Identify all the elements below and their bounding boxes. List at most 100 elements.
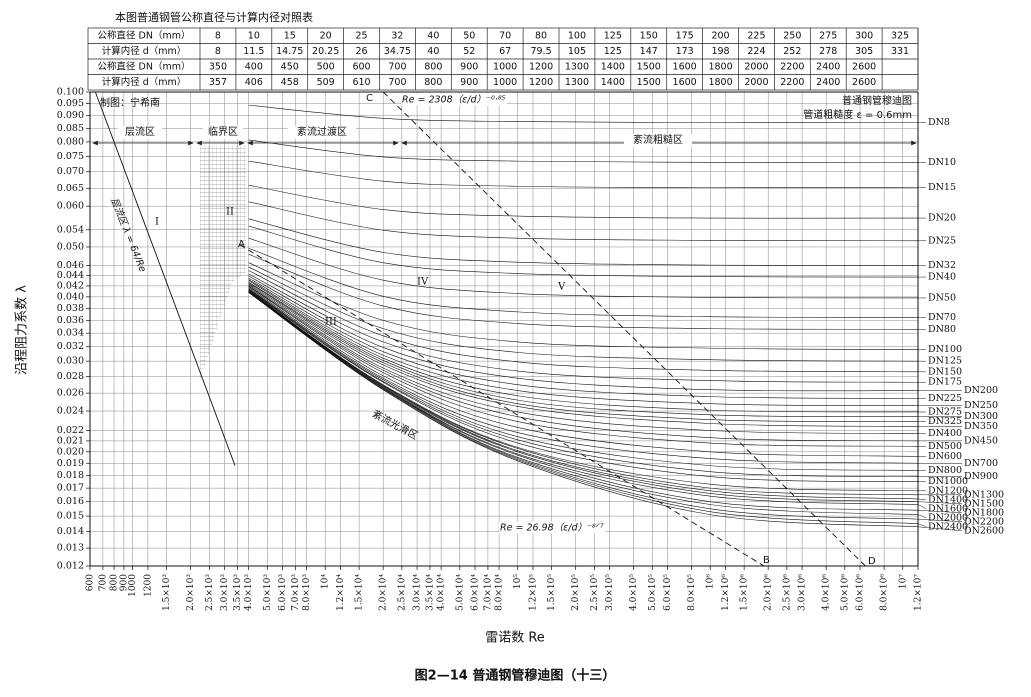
y-tick-label: 0.050 [57, 241, 84, 252]
friction-curve [248, 280, 919, 413]
x-tick-label: 800 [110, 574, 120, 591]
table-cell: 32 [391, 30, 403, 41]
table-cell: 900 [460, 77, 478, 88]
friction-curve [248, 287, 919, 457]
friction-curve [248, 288, 919, 464]
series-label: DN1200 [928, 485, 968, 496]
friction-curve [248, 292, 919, 520]
table-cell: 700 [388, 61, 406, 72]
x-tick-label: 2.0×10³ [186, 574, 196, 611]
y-tick-label: 0.024 [57, 406, 84, 417]
table-cell: 1300 [565, 77, 589, 88]
label-bg [203, 126, 243, 139]
zone-label: 紊流过渡区 [297, 125, 347, 138]
table-cell: 300 [855, 30, 873, 41]
friction-curve [248, 266, 919, 362]
table-cell: 40 [427, 30, 439, 41]
table-cell: 1800 [708, 61, 732, 72]
table-cell: 224 [747, 46, 765, 57]
series-label: DN400 [928, 428, 962, 439]
table-cell: 105 [568, 46, 586, 57]
label-leader [917, 523, 927, 528]
point-letter: A [238, 239, 245, 250]
x-tick-label: 1.5×10⁴ [355, 574, 365, 611]
y-tick-label: 0.012 [57, 561, 84, 572]
friction-curve [248, 139, 919, 163]
x-tick-label: 2.5×10³ [205, 574, 215, 611]
line-label: Re = 26.98（ε/d）⁻⁸ᐟ⁷ [500, 522, 604, 534]
table-cell: 34.75 [384, 46, 411, 57]
region-numeral: III [325, 317, 337, 328]
x-tick-label: 10⁴ [321, 574, 331, 589]
friction-curve [248, 288, 919, 471]
series-label: DN40 [928, 272, 956, 283]
table-cell: 2200 [780, 77, 804, 88]
row-header: 计算内径 d（mm） [102, 76, 187, 88]
x-tick-label: 2.0×10⁵ [571, 574, 581, 611]
table-cell: 1300 [565, 61, 589, 72]
x-tick-label: 8.0×10⁴ [495, 574, 505, 611]
x-axis-label: 雷诺数 Re [485, 631, 545, 646]
table-cell: 1800 [708, 77, 732, 88]
x-tick-label: 1200 [143, 574, 153, 597]
label-leader [917, 498, 927, 501]
region-numeral: V [557, 282, 566, 293]
table-cell: 2600 [852, 77, 876, 88]
point-letter: C [366, 93, 373, 104]
table-cell: 331 [891, 46, 909, 57]
label-leader [917, 514, 927, 519]
label-bg [288, 126, 356, 139]
series-label: DN50 [928, 292, 956, 303]
y-tick-label: 0.070 [57, 166, 84, 177]
table-cell: 50 [463, 30, 475, 41]
y-tick-label: 0.042 [57, 280, 84, 291]
table-cell: 67 [499, 46, 511, 57]
friction-curve [248, 291, 919, 515]
table-cell: 1000 [493, 61, 517, 72]
y-tick-label: 0.015 [57, 511, 84, 522]
table-cell: 1500 [637, 77, 661, 88]
y-axis-label: 沿程阻力系数 λ [15, 285, 30, 375]
x-tick-label: 3.0×10⁶ [798, 574, 808, 611]
y-tick-label: 0.014 [57, 526, 84, 537]
table-cell: 1400 [601, 61, 625, 72]
series-label: DN275 [928, 406, 962, 417]
table-cell: 252 [783, 46, 801, 57]
table-cell: 125 [604, 46, 622, 57]
series-label: DN2600 [964, 525, 1004, 536]
y-tick-label: 0.032 [57, 341, 84, 352]
table-cell: 14.75 [276, 46, 303, 57]
row-header: 计算内径 d（mm） [102, 45, 187, 57]
y-tick-label: 0.016 [57, 496, 84, 507]
table-cell: 600 [352, 61, 370, 72]
x-tick-label: 1.5×10⁵ [547, 574, 557, 611]
x-tick-label: 5.0×10⁵ [648, 574, 658, 611]
x-tick-label: 3.0×10³ [220, 574, 230, 611]
table-cell: 500 [317, 61, 335, 72]
friction-curve [248, 290, 919, 492]
table-cell: 173 [676, 46, 694, 57]
table-cell: 250 [783, 30, 801, 41]
table-cell: 2000 [744, 77, 768, 88]
friction-curve [248, 289, 919, 477]
x-tick-label: 5.0×10⁶ [840, 574, 850, 611]
x-tick-label: 1.5×10³ [162, 574, 172, 611]
series-label: DN1400 [928, 494, 968, 505]
friction-curve [248, 277, 919, 399]
table-cell: 800 [424, 77, 442, 88]
table-cell: 26 [356, 46, 368, 57]
label-bg [118, 126, 162, 139]
series-label: DN1300 [964, 489, 1004, 500]
x-tick-label: 4.0×10⁴ [437, 574, 447, 611]
friction-curve [248, 281, 919, 418]
y-tick-label: 0.080 [57, 136, 84, 147]
annotation: 制图：宁希南 [100, 96, 160, 109]
y-tick-label: 0.100 [57, 87, 84, 98]
series-label: DN100 [928, 344, 962, 355]
table-cell: 150 [640, 30, 658, 41]
y-tick-label: 0.040 [57, 291, 84, 302]
series-label: DN350 [964, 421, 998, 432]
table-cell: 2600 [852, 61, 876, 72]
y-tick-label: 0.034 [57, 328, 84, 339]
series-label: DN8 [928, 117, 950, 128]
